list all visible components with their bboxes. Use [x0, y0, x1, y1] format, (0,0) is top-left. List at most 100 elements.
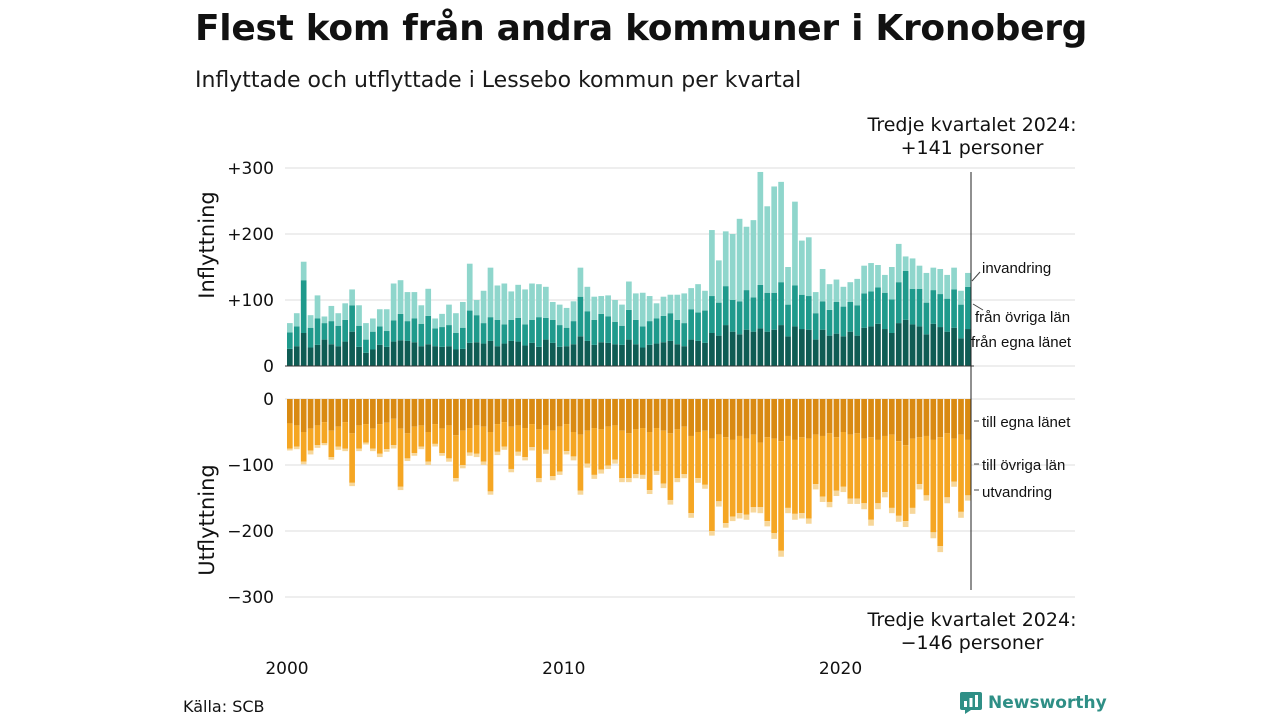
bar-outflow-segment: [771, 532, 778, 539]
bar-inflow-segment: [916, 288, 923, 327]
bar-outflow-segment: [459, 465, 466, 469]
bar-outflow-segment: [300, 399, 307, 432]
bar-inflow-segment: [342, 303, 349, 320]
bar-inflow-segment: [459, 348, 466, 366]
bar-inflow-segment: [895, 282, 902, 324]
bar-inflow-segment: [923, 272, 930, 303]
bar-outflow-segment: [715, 399, 722, 435]
bar-outflow-segment: [681, 426, 688, 475]
bar-outflow-segment: [397, 399, 404, 429]
bar-outflow-segment: [895, 441, 902, 516]
bar-outflow-segment: [909, 399, 916, 439]
bar-outflow-segment: [702, 399, 708, 431]
bar-outflow-segment: [778, 441, 784, 551]
bar-outflow-segment: [626, 399, 632, 434]
bar-outflow-segment: [722, 437, 729, 524]
bar-inflow-segment: [958, 304, 964, 339]
brand-name: Newsworthy: [988, 693, 1107, 713]
bar-outflow-segment: [446, 425, 452, 459]
bar-outflow-segment: [826, 433, 833, 502]
bar-outflow-segment: [750, 434, 757, 508]
y-tick-label: 0: [263, 357, 274, 377]
bar-outflow-segment: [681, 474, 688, 479]
bar-inflow-segment: [632, 344, 639, 366]
bar-outflow-segment: [909, 438, 916, 508]
bar-outflow-segment: [321, 443, 328, 446]
bar-outflow-segment: [895, 399, 902, 442]
bar-outflow-segment: [632, 399, 639, 430]
bar-inflow-segment: [453, 333, 459, 350]
x-tick-label: 2000: [265, 659, 308, 679]
bar-outflow-segment: [840, 432, 847, 487]
bar-inflow-segment: [833, 301, 840, 334]
bar-outflow-segment: [792, 513, 798, 520]
bar-inflow-segment: [584, 311, 591, 341]
bar-inflow-segment: [549, 319, 556, 343]
label-leader: [971, 271, 981, 282]
bar-outflow-segment: [632, 429, 639, 475]
bar-outflow-segment: [328, 399, 335, 431]
bar-inflow-segment: [840, 336, 847, 366]
bar-outflow-segment: [709, 399, 715, 439]
bar-inflow-segment: [591, 319, 598, 345]
bar-inflow-segment: [722, 286, 729, 326]
annotation-bottom-line1: Tredje kvartalet 2024:: [867, 609, 1077, 631]
bar-inflow-segment: [660, 296, 667, 316]
bar-inflow-segment: [605, 342, 611, 366]
bar-inflow-segment: [660, 342, 667, 366]
bar-inflow-segment: [812, 313, 819, 340]
bar-outflow-segment: [764, 399, 771, 438]
bar-outflow-segment: [812, 484, 819, 490]
bar-outflow-segment: [536, 429, 542, 479]
bar-inflow-segment: [681, 293, 688, 324]
bar-outflow-segment: [757, 507, 764, 514]
bar-inflow-segment: [335, 325, 342, 347]
bar-outflow-segment: [688, 435, 694, 514]
bar-outflow-segment: [383, 449, 390, 452]
bar-outflow-segment: [868, 519, 874, 526]
bar-outflow-segment: [473, 453, 480, 458]
bar-inflow-segment: [771, 186, 778, 293]
bar-inflow-segment: [335, 346, 342, 366]
bar-inflow-segment: [729, 300, 736, 332]
bar-inflow-segment: [612, 344, 618, 366]
series-label-fran-egna-lanet: från egna länet: [971, 334, 1072, 351]
bar-inflow-segment: [778, 325, 784, 366]
bar-outflow-segment: [639, 474, 646, 479]
y-tick-label: −100: [227, 456, 274, 476]
bar-inflow-segment: [626, 281, 632, 310]
bar-inflow-segment: [930, 267, 937, 291]
bar-inflow-segment: [397, 280, 404, 314]
bar-inflow-segment: [653, 318, 660, 344]
bar-inflow-segment: [715, 260, 722, 303]
bar-outflow-segment: [646, 490, 653, 495]
bar-inflow-segment: [674, 344, 681, 366]
bar-inflow-segment: [771, 329, 778, 366]
bar-outflow-segment: [300, 432, 307, 462]
bar-inflow-segment: [356, 305, 362, 326]
y-axis-title-outflow: Utflyttning: [195, 464, 219, 576]
bar-outflow-segment: [466, 428, 473, 453]
bar-outflow-segment: [667, 399, 674, 434]
bar-outflow-segment: [875, 399, 881, 440]
bar-inflow-segment: [888, 333, 895, 366]
bar-inflow-segment: [501, 283, 508, 325]
bar-outflow-segment: [342, 399, 349, 423]
bar-outflow-segment: [729, 516, 736, 522]
bar-inflow-segment: [591, 344, 598, 366]
bar-inflow-segment: [965, 286, 971, 330]
bar-outflow-segment: [965, 495, 971, 501]
chart-subtitle: Inflyttade och utflyttade i Lessebo komm…: [195, 68, 802, 93]
bar-inflow-segment: [563, 307, 570, 328]
bar-inflow-segment: [902, 319, 909, 366]
bar-outflow-segment: [584, 399, 591, 431]
bar-outflow-segment: [383, 399, 390, 423]
bar-inflow-segment: [826, 335, 833, 366]
bar-inflow-segment: [861, 293, 867, 328]
bar-outflow-segment: [321, 399, 328, 423]
bar-outflow-segment: [833, 437, 840, 491]
bar-outflow-segment: [619, 430, 625, 479]
bar-outflow-segment: [439, 453, 445, 456]
bar-inflow-segment: [605, 295, 611, 317]
bar-outflow-segment: [612, 459, 618, 464]
